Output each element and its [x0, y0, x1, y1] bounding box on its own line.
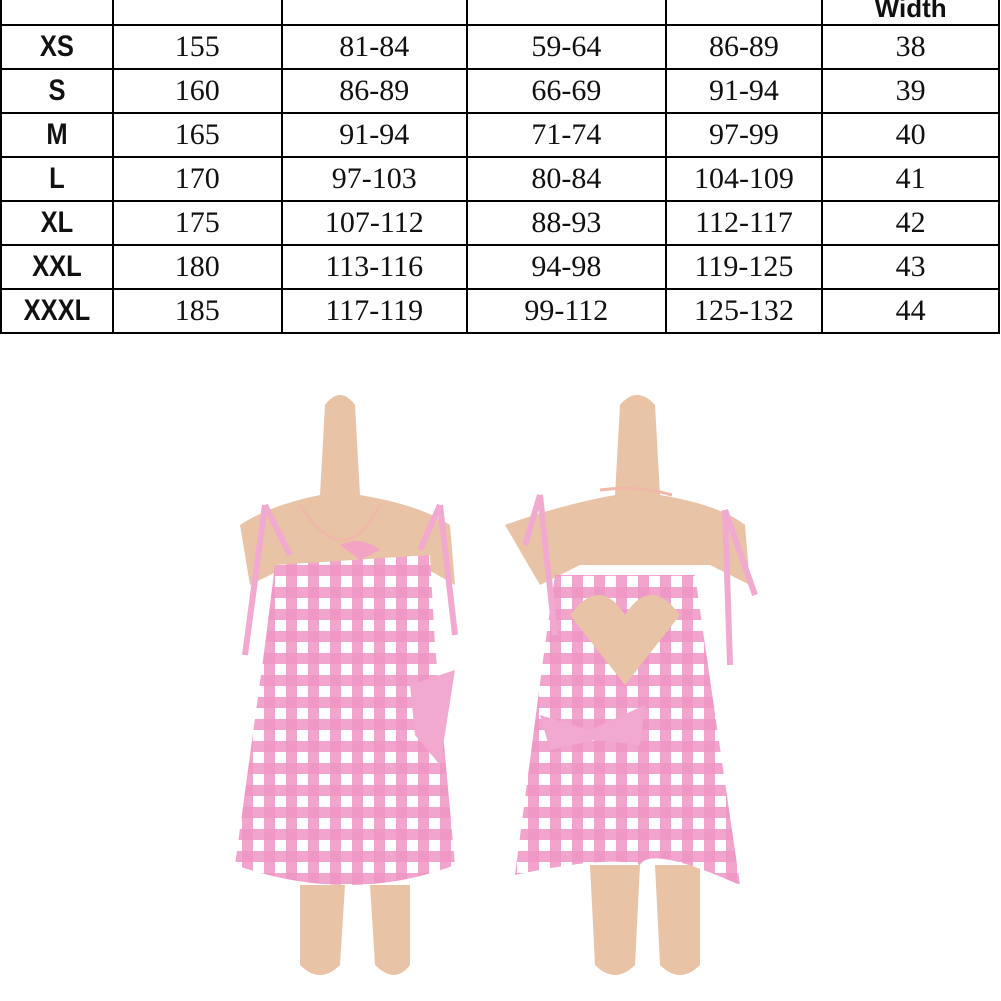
shoulder-width-cell: 43 [821, 244, 1000, 290]
waist-cell: 71-74 [466, 112, 667, 158]
waist-cell [466, 0, 667, 26]
size-cell: XL [8, 200, 106, 246]
product-photo [235, 395, 758, 975]
waist-cell: 80-84 [466, 156, 667, 202]
height-cell [111, 0, 283, 26]
size-cell: S [8, 68, 106, 114]
bust-cell: 107-112 [280, 200, 469, 246]
size-cell: XXL [8, 244, 106, 290]
bust-cell: 86-89 [280, 68, 469, 114]
table-row: XXXL 185 117-119 99-112 125-132 44 [1, 288, 1000, 334]
height-cell: 175 [111, 200, 283, 246]
shoulder-width-cell: Width [821, 0, 1000, 26]
size-chart-table: Width XS 155 81-84 59-64 86-89 38 S 160 86-89 66-6… [0, 0, 1000, 334]
table-row: XL 175 107-112 88-93 112-117 42 [1, 200, 1000, 246]
table-row: M 165 91-94 71-74 97-99 40 [1, 112, 1000, 158]
hips-cell: 86-89 [664, 24, 824, 70]
size-cell: XS [8, 24, 106, 70]
hips-cell: 91-94 [664, 68, 824, 114]
table-row: S 160 86-89 66-69 91-94 39 [1, 68, 1000, 114]
shoulder-width-cell: 39 [821, 68, 1000, 114]
height-cell: 170 [111, 156, 283, 202]
table-row: XXL 180 113-116 94-98 119-125 43 [1, 244, 1000, 290]
hips-cell: 125-132 [664, 288, 824, 334]
front-view [235, 395, 458, 975]
table-header-row: Width [0, 0, 1000, 26]
bust-cell [280, 0, 469, 26]
table-row: XS 155 81-84 59-64 86-89 38 [1, 24, 1000, 70]
size-cell: M [8, 112, 106, 158]
hips-cell [664, 0, 824, 26]
hips-cell: 97-99 [664, 112, 824, 158]
size-cell: XXXL [8, 288, 106, 334]
table-row: L 170 97-103 80-84 104-109 41 [1, 156, 1000, 202]
hips-cell: 112-117 [664, 200, 824, 246]
bust-cell: 117-119 [280, 288, 469, 334]
size-cell: L [8, 156, 106, 202]
shoulder-width-cell: 42 [821, 200, 1000, 246]
height-cell: 180 [111, 244, 283, 290]
waist-cell: 59-64 [466, 24, 667, 70]
height-cell: 165 [111, 112, 283, 158]
shoulder-width-cell: 40 [821, 112, 1000, 158]
shoulder-width-cell: 38 [821, 24, 1000, 70]
height-cell: 185 [111, 288, 283, 334]
waist-cell: 66-69 [466, 68, 667, 114]
size-cell [0, 0, 114, 26]
hips-cell: 119-125 [664, 244, 824, 290]
bust-cell: 81-84 [280, 24, 469, 70]
shoulder-width-cell: 41 [821, 156, 1000, 202]
back-view [505, 395, 758, 975]
waist-cell: 94-98 [466, 244, 667, 290]
height-cell: 160 [111, 68, 283, 114]
hips-cell: 104-109 [664, 156, 824, 202]
height-cell: 155 [111, 24, 283, 70]
waist-cell: 88-93 [466, 200, 667, 246]
waist-cell: 99-112 [466, 288, 667, 334]
bust-cell: 113-116 [280, 244, 469, 290]
shoulder-width-cell: 44 [821, 288, 1000, 334]
bust-cell: 91-94 [280, 112, 469, 158]
bust-cell: 97-103 [280, 156, 469, 202]
